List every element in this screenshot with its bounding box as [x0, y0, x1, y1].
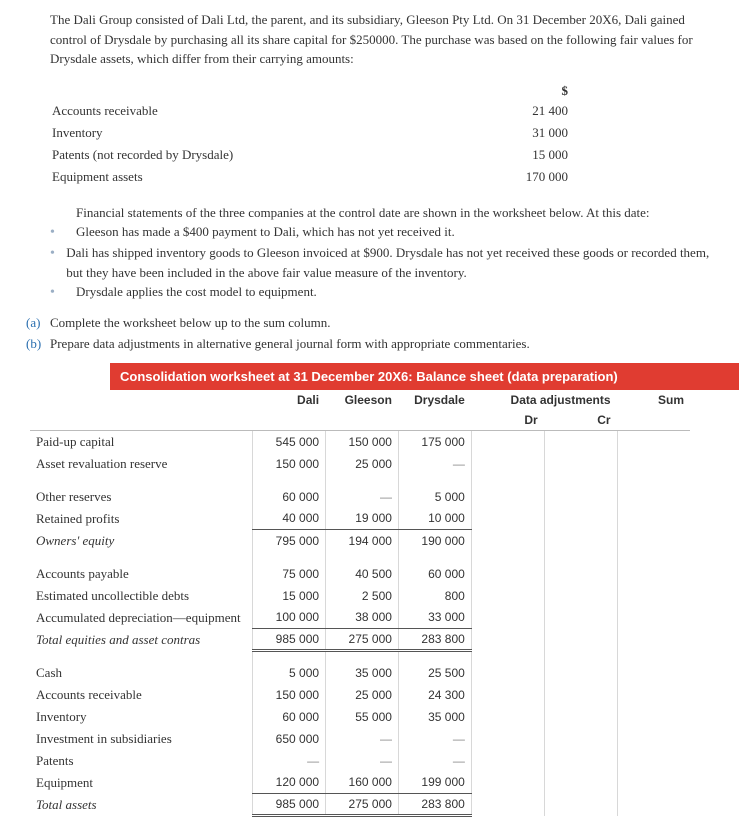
- ws-value: 175 000: [398, 430, 471, 453]
- col-dr: Dr: [471, 410, 544, 431]
- ws-value: 545 000: [253, 430, 326, 453]
- ws-value: 160 000: [326, 772, 399, 794]
- consolidation-worksheet: Dali Gleeson Drysdale Data adjustments S…: [30, 390, 690, 818]
- ws-value: 35 000: [326, 651, 399, 684]
- ws-value: —: [253, 750, 326, 772]
- notes-lead: Financial statements of the three compan…: [50, 203, 719, 223]
- fv-label: Patents (not recorded by Drysdale): [52, 145, 473, 165]
- note-item: Dali has shipped inventory goods to Glee…: [66, 243, 719, 282]
- tasks-block: (a) Complete the worksheet below up to t…: [26, 313, 719, 355]
- fv-label: Equipment assets: [52, 167, 473, 187]
- ws-value: —: [326, 728, 399, 750]
- ws-value: 40 000: [253, 508, 326, 530]
- ws-row-label: Accumulated depreciation—equipment: [30, 607, 253, 629]
- col-dali: Dali: [253, 390, 326, 410]
- col-cr: Cr: [544, 410, 617, 431]
- task-b-label: (b): [26, 334, 50, 355]
- bullet-icon: •: [50, 243, 66, 282]
- ws-value: 150 000: [253, 684, 326, 706]
- ws-row-label: Total assets: [30, 794, 253, 816]
- ws-value: 38 000: [326, 607, 399, 629]
- ws-value: 25 000: [326, 684, 399, 706]
- ws-value: —: [326, 750, 399, 772]
- ws-value: 985 000: [253, 629, 326, 651]
- ws-row-label: Equipment: [30, 772, 253, 794]
- ws-value: 40 500: [326, 552, 399, 585]
- ws-value: —: [398, 750, 471, 772]
- ws-row-label: Other reserves: [30, 475, 253, 508]
- ws-value: 800: [398, 585, 471, 607]
- fv-value: 31 000: [475, 123, 608, 143]
- ws-value: 24 300: [398, 684, 471, 706]
- fv-label: Accounts receivable: [52, 101, 473, 121]
- ws-value: 35 000: [398, 706, 471, 728]
- ws-value: 60 000: [253, 706, 326, 728]
- ws-value: 5 000: [398, 475, 471, 508]
- ws-value: 60 000: [398, 552, 471, 585]
- ws-value: 25 500: [398, 651, 471, 684]
- ws-row-label: Paid-up capital: [30, 430, 253, 453]
- col-sum: Sum: [617, 390, 690, 410]
- ws-row-label: Estimated uncollectible debts: [30, 585, 253, 607]
- ws-row-label: Patents: [30, 750, 253, 772]
- ws-value: 120 000: [253, 772, 326, 794]
- ws-row-label: Owners' equity: [30, 530, 253, 552]
- fair-value-table: $ Accounts receivable21 400Inventory31 0…: [50, 81, 610, 189]
- fv-label: Inventory: [52, 123, 473, 143]
- ws-value: 75 000: [253, 552, 326, 585]
- ws-value: 5 000: [253, 651, 326, 684]
- ws-row-label: Accounts payable: [30, 552, 253, 585]
- ws-row-label: Asset revaluation reserve: [30, 453, 253, 475]
- col-drysdale: Drysdale: [398, 390, 471, 410]
- bullet-icon: •: [50, 222, 76, 243]
- ws-value: 19 000: [326, 508, 399, 530]
- task-b-text: Prepare data adjustments in alternative …: [50, 334, 530, 355]
- col-gleeson: Gleeson: [326, 390, 399, 410]
- note-item: Gleeson has made a $400 payment to Dali,…: [76, 222, 455, 243]
- ws-row-label: Inventory: [30, 706, 253, 728]
- bullet-icon: •: [50, 282, 76, 303]
- currency-header: $: [475, 83, 608, 99]
- ws-value: 194 000: [326, 530, 399, 552]
- worksheet-banner: Consolidation worksheet at 31 December 2…: [110, 363, 739, 390]
- ws-value: 33 000: [398, 607, 471, 629]
- ws-value: 650 000: [253, 728, 326, 750]
- ws-value: 985 000: [253, 794, 326, 816]
- ws-row-label: Retained profits: [30, 508, 253, 530]
- ws-value: 283 800: [398, 629, 471, 651]
- task-a-text: Complete the worksheet below up to the s…: [50, 313, 331, 334]
- ws-row-label: Total equities and asset contras: [30, 629, 253, 651]
- ws-value: 190 000: [398, 530, 471, 552]
- ws-value: 199 000: [398, 772, 471, 794]
- ws-value: 100 000: [253, 607, 326, 629]
- task-a-label: (a): [26, 313, 50, 334]
- ws-row-label: Cash: [30, 651, 253, 684]
- col-adjustments: Data adjustments: [471, 390, 617, 410]
- fv-value: 170 000: [475, 167, 608, 187]
- ws-value: 150 000: [253, 453, 326, 475]
- ws-value: 795 000: [253, 530, 326, 552]
- ws-value: —: [398, 453, 471, 475]
- ws-value: —: [398, 728, 471, 750]
- ws-value: 2 500: [326, 585, 399, 607]
- ws-value: 15 000: [253, 585, 326, 607]
- ws-value: 150 000: [326, 430, 399, 453]
- fv-value: 15 000: [475, 145, 608, 165]
- ws-row-label: Accounts receivable: [30, 684, 253, 706]
- notes-block: Financial statements of the three compan…: [50, 203, 719, 304]
- ws-value: —: [326, 475, 399, 508]
- fv-value: 21 400: [475, 101, 608, 121]
- ws-value: 25 000: [326, 453, 399, 475]
- ws-row-label: Investment in subsidiaries: [30, 728, 253, 750]
- ws-value: 55 000: [326, 706, 399, 728]
- ws-value: 283 800: [398, 794, 471, 816]
- intro-paragraph: The Dali Group consisted of Dali Ltd, th…: [50, 10, 719, 69]
- ws-value: 275 000: [326, 629, 399, 651]
- ws-value: 10 000: [398, 508, 471, 530]
- ws-value: 275 000: [326, 794, 399, 816]
- ws-value: 60 000: [253, 475, 326, 508]
- note-item: Drysdale applies the cost model to equip…: [76, 282, 317, 303]
